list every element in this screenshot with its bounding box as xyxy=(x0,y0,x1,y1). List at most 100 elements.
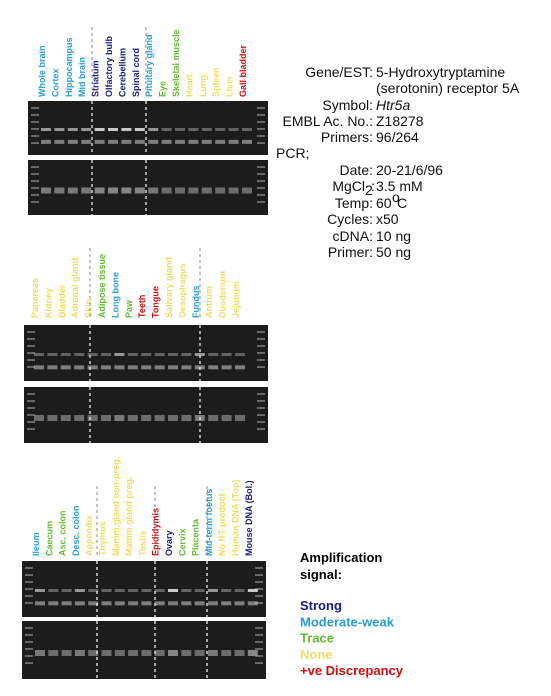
lane-label: Antrum xyxy=(204,286,214,318)
gel-band xyxy=(215,187,226,194)
gel-band xyxy=(48,589,59,592)
gel-band xyxy=(221,415,232,421)
gel-band xyxy=(208,353,219,356)
lane-label: Liver xyxy=(225,75,235,97)
ladder-band xyxy=(31,107,39,109)
lane-label: Asc. colon xyxy=(58,510,68,556)
lane-label: Mamm.gland non-preg. xyxy=(111,457,121,556)
gel-band xyxy=(94,187,105,194)
lane-label: Oesophagus xyxy=(177,263,187,318)
gel-band xyxy=(234,589,245,592)
gel-band xyxy=(47,365,58,370)
ladder-band xyxy=(257,128,265,130)
legend: Amplification signal: StrongModerate-wea… xyxy=(300,550,404,678)
gel-band xyxy=(121,139,132,144)
lane-label: Gall bladder xyxy=(238,44,248,97)
lane-label: Tongue xyxy=(151,286,161,318)
legend-title: Amplification xyxy=(300,550,382,565)
gel-band xyxy=(108,139,118,144)
ladder-band xyxy=(255,662,263,664)
gel-band xyxy=(101,353,111,356)
lane-label: Bladder xyxy=(57,284,67,318)
gel-band xyxy=(47,415,58,421)
lane-label: Jejunum xyxy=(231,281,241,318)
gel-band xyxy=(127,415,138,421)
ladder-band xyxy=(27,331,35,333)
lane-label: Desc. colon xyxy=(71,505,81,556)
gel-band xyxy=(67,128,78,131)
ladder-band xyxy=(257,114,265,116)
ladder-band xyxy=(255,602,263,604)
lane-label: Placenta xyxy=(191,518,201,556)
gel-band xyxy=(61,601,72,606)
gel-band xyxy=(127,353,138,356)
info-key: cDNA: xyxy=(333,228,373,244)
info-key: EMBL Ac. No.: xyxy=(282,113,373,129)
ladder-band xyxy=(257,428,265,430)
gel-band xyxy=(188,187,199,194)
lane-label: Striatum xyxy=(91,60,101,97)
gel-band xyxy=(221,589,232,592)
info-value: 20-21/6/96 xyxy=(376,162,443,178)
ladder-band xyxy=(25,567,33,569)
ladder-band xyxy=(27,366,35,368)
ladder-band xyxy=(257,366,265,368)
gel-band xyxy=(181,415,192,421)
ladder-band xyxy=(27,414,35,416)
lane-label: Skeletal muscle xyxy=(171,29,181,97)
info-value: 96/264 xyxy=(376,129,419,145)
gel-band xyxy=(61,650,72,656)
legend-entry: None xyxy=(300,647,333,662)
gel-band xyxy=(154,650,165,656)
gel-band xyxy=(88,650,99,656)
gel-band xyxy=(148,139,159,144)
gel-band xyxy=(234,601,245,606)
gel-band xyxy=(54,128,65,131)
ladder-band xyxy=(27,428,35,430)
ladder-band xyxy=(27,393,35,395)
info-value: 10 ng xyxy=(376,228,411,244)
gel-band xyxy=(47,353,58,356)
gel-band xyxy=(201,128,212,131)
ladder-band xyxy=(27,359,35,361)
lane-label: Ovary xyxy=(164,530,174,556)
gel-band xyxy=(41,139,51,144)
gel-band xyxy=(114,650,125,656)
ladder-band xyxy=(257,187,265,189)
gel-band xyxy=(201,139,212,144)
ladder-band xyxy=(257,345,265,347)
info-key: Gene/EST: xyxy=(305,64,373,80)
info-key: Temp: xyxy=(335,195,373,211)
gel-band xyxy=(74,365,85,370)
gel-band xyxy=(235,353,245,356)
gel-band xyxy=(101,415,111,421)
gel-band xyxy=(88,601,99,606)
gel-band xyxy=(242,187,252,194)
gel-band xyxy=(175,139,185,144)
lane-label: No RT product xyxy=(217,494,227,557)
lane-label: Eye xyxy=(158,81,168,97)
ladder-band xyxy=(255,634,263,636)
ladder-band xyxy=(31,121,39,123)
lane-label: Testis xyxy=(137,531,147,556)
lane-label: Skin xyxy=(84,299,94,318)
gel-band xyxy=(242,139,252,144)
lane-label: Epididymis xyxy=(151,508,161,556)
ladder-band xyxy=(257,121,265,123)
gel-band xyxy=(34,353,44,356)
gel-band xyxy=(194,353,205,356)
ladder-band xyxy=(255,655,263,657)
lane-label: Mid-term foetus xyxy=(204,489,214,557)
info-key: Cycles: xyxy=(327,211,373,227)
lane-label: Mid brain xyxy=(77,57,87,97)
gel-band xyxy=(114,365,125,370)
gel-band xyxy=(141,601,152,606)
info-value: 50 ng xyxy=(376,244,411,260)
lane-label: Paw xyxy=(124,299,134,318)
gel-band xyxy=(141,650,152,656)
ladder-band xyxy=(257,194,265,196)
gel-band xyxy=(114,353,125,356)
gel-band xyxy=(41,128,51,131)
gel-band xyxy=(247,650,258,656)
